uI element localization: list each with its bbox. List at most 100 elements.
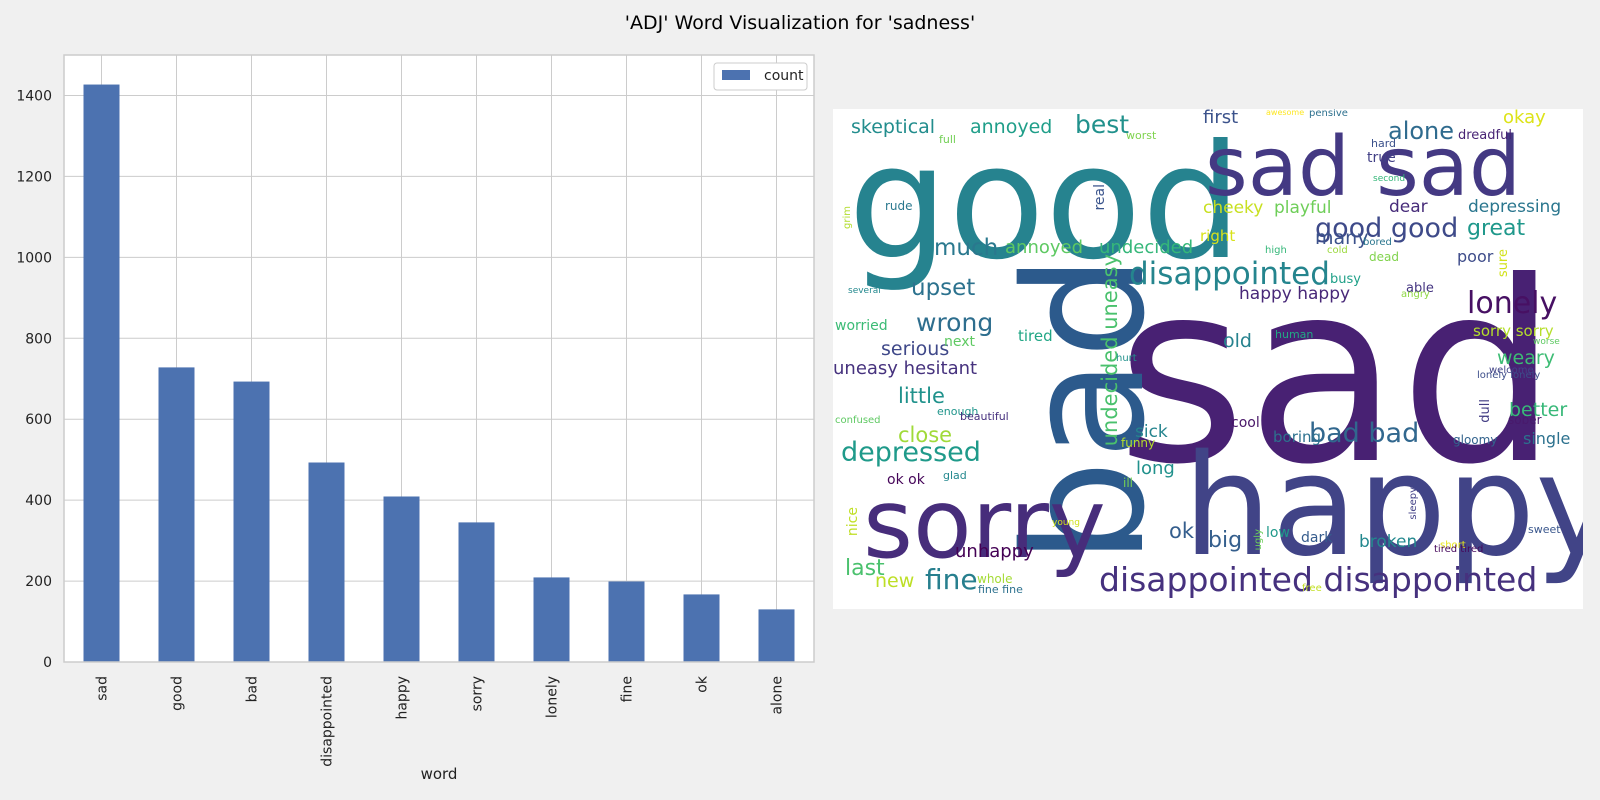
cloud-word: disappointed [1129,256,1330,292]
figure-title: 'ADJ' Word Visualization for 'sadness' [624,12,976,34]
cloud-word: playful [1274,198,1332,218]
bar-disappointed [308,462,345,662]
cloud-word: hard [1371,137,1397,150]
cloud-word: boring [1273,428,1322,446]
cloud-word: dreadful [1458,128,1512,143]
cloud-word: sure [1496,249,1511,278]
legend-box [713,62,808,91]
cloud-word: beautiful [960,410,1009,423]
x-tick-label: alone [770,676,786,715]
cloud-word: wrong [916,308,994,337]
cloud-word: disappointed disappointed [1099,560,1538,599]
cloud-word: nice [845,507,861,537]
x-tick-label: ok [695,675,711,693]
legend-swatch [722,70,750,80]
x-tick-label: happy [395,676,411,720]
cloud-word: depressed [841,437,981,468]
cloud-word: dull [1478,399,1493,423]
cloud-word: full [939,133,956,146]
bar-fine [608,581,645,662]
cloud-word: unhappy [955,541,1034,562]
x-tick-label: lonely [545,676,561,718]
cloud-word: good [848,111,1242,295]
cloud-word: ok [1169,519,1195,543]
cloud-word: rude [885,199,913,213]
x-tick-label: good [170,676,186,711]
cloud-word: low [1266,525,1290,541]
y-tick-label: 200 [25,574,52,590]
cloud-word: poor [1457,247,1494,266]
cloud-word: last [845,556,885,581]
cloud-word: bored [1363,237,1392,248]
cloud-word: tired tired [1434,544,1484,555]
bar-ok [683,594,720,662]
x-tick-label: disappointed [320,676,336,767]
cloud-word: fine fine [978,583,1023,596]
cloud-word: lonely [1467,286,1558,321]
cloud-word: true [1367,150,1396,166]
cloud-word: worried [835,318,888,334]
cloud-word: skeptical [851,116,936,138]
cloud-word: fine [925,563,978,596]
cloud-word: annoyed [970,116,1053,138]
cloud-word: undecided uneasy [1098,254,1122,447]
cloud-word: sorry [863,468,1106,580]
word-cloud: sad good bad happy sorry sad sad disappointed … [833,109,1583,609]
cloud-word: free [1302,583,1322,594]
cloud-word: alone [1388,117,1455,145]
cloud-word: many [1315,227,1369,249]
bar-chart: 0 200 400 600 800 1000 1200 1400 sad good bad disap… [16,54,815,783]
cloud-word: happy happy [1239,284,1351,304]
cloud-word: sleepy [1408,487,1419,520]
cloud-word: sweet [1528,523,1561,536]
bar-alone [758,609,795,662]
cloud-word: little [898,384,945,408]
cloud-word: next [944,334,976,350]
cloud-word: dead [1369,250,1399,264]
y-tick-label: 600 [25,412,52,428]
cloud-word: ugly [1253,529,1264,551]
cloud-word: much [934,235,999,261]
y-tick-label: 0 [43,655,52,671]
cloud-word: awesome [1266,109,1305,117]
cloud-word: good good [1315,213,1459,244]
y-tick-label: 1000 [16,250,52,266]
cloud-word: new [875,570,915,592]
cloud-word: better [1509,399,1568,421]
cloud-word: human [1275,328,1314,341]
cloud-word: enough [937,405,979,418]
cloud-word: undecided [1099,237,1194,258]
cloud-word: funny [1121,436,1156,450]
x-tick-label: sad [95,676,111,701]
cloud-word: annoyed [1005,237,1084,258]
cloud-word: sad [1116,228,1559,519]
cloud-word: great [1467,216,1526,241]
bar-good [158,367,195,662]
bar-sad [83,84,120,663]
cloud-word: first [1203,109,1239,128]
cloud-word: bad bad [1309,418,1420,449]
cloud-word: sorry sorry [1473,322,1554,340]
cloud-word: close [898,423,953,447]
cloud-word: best [1075,110,1130,139]
bar-lonely [533,577,570,662]
x-tick-label: sorry [470,676,486,711]
cloud-word: short [1440,540,1466,551]
cloud-word: dark [1301,530,1333,546]
cloud-word: young [1052,518,1080,528]
cloud-word: glad [943,469,967,482]
cloud-word: real [1092,184,1108,211]
cloud-word: long [1136,458,1175,479]
cloud-word: big [1208,528,1243,553]
cloud-word: busy [1330,272,1361,287]
cloud-word: several [848,286,881,296]
cloud-word: sober [1508,413,1542,427]
cloud-word: able [1406,281,1434,296]
cloud-word: grim [842,206,853,229]
cloud-word: high [1265,245,1287,256]
cloud-word: single [1523,429,1571,448]
cloud-word: dear [1389,197,1428,217]
cloud-word: okay [1503,109,1546,128]
cloud-word: whole [977,572,1013,586]
cloud-word: worse [1533,337,1560,347]
